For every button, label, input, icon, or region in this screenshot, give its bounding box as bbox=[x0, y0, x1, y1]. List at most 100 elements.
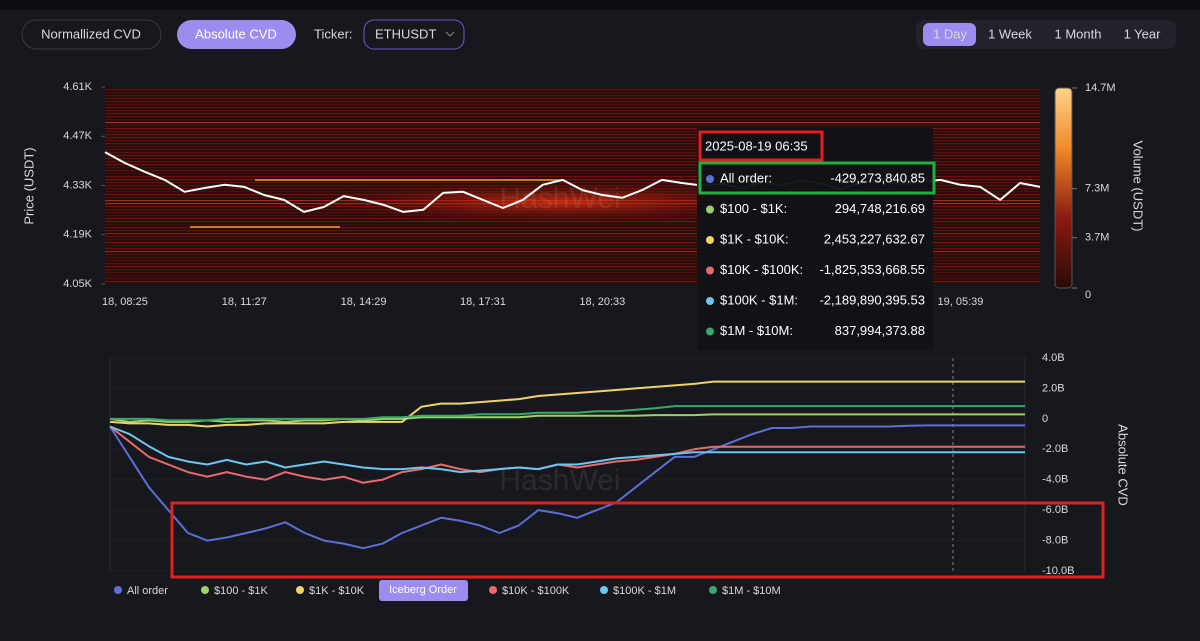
heatmap-streak bbox=[105, 281, 1040, 283]
range-active[interactable] bbox=[923, 23, 976, 46]
heatmap-streak bbox=[105, 236, 1040, 238]
heatmap-streak bbox=[105, 233, 1040, 235]
heatmap-streak bbox=[105, 161, 1040, 163]
legend-label[interactable]: $10K - $100K bbox=[502, 585, 570, 597]
heatmap-streak bbox=[105, 254, 1040, 256]
heatmap-streak bbox=[105, 272, 1040, 274]
absolute-button[interactable] bbox=[177, 20, 296, 49]
heatmap-streak bbox=[105, 104, 1040, 106]
colorbar-tick-label: 14.7M bbox=[1085, 82, 1116, 94]
tooltip-value: 294,748,216.69 bbox=[835, 201, 925, 216]
legend-label[interactable]: $1M - $10M bbox=[722, 585, 781, 597]
tooltip-value: 2,453,227,632.67 bbox=[824, 231, 925, 246]
legend-dot[interactable] bbox=[600, 586, 608, 594]
heatmap-streak bbox=[105, 266, 1040, 268]
legend-dot[interactable] bbox=[296, 586, 304, 594]
tooltip: 2025-08-19 06:35 All order: -429,273,840.… bbox=[697, 128, 936, 350]
heatmap-streak bbox=[105, 137, 1040, 139]
normalized-button[interactable] bbox=[21, 19, 162, 50]
series-line bbox=[109, 424, 1025, 550]
y-tick-label: 4.47K bbox=[63, 130, 92, 142]
heatmap-streak bbox=[105, 257, 1040, 259]
range-group bbox=[916, 20, 1176, 49]
heatmap-streak bbox=[105, 110, 1040, 112]
ticker-label: Ticker: bbox=[314, 26, 353, 41]
colorbar-tick-label: 7.3M bbox=[1085, 183, 1109, 195]
legend-label[interactable]: $100 - $1K bbox=[214, 585, 268, 597]
heatmap-streak bbox=[105, 95, 1040, 97]
heatmap-streak bbox=[105, 158, 1040, 160]
tooltip-dot bbox=[706, 205, 714, 214]
heatmap-streak bbox=[105, 269, 1040, 271]
heatmap-streak bbox=[105, 224, 1040, 226]
heatmap-streak bbox=[105, 113, 1040, 115]
heatmap-streak bbox=[105, 170, 1040, 172]
highlight-box bbox=[170, 501, 1105, 579]
series-line bbox=[109, 425, 1025, 484]
heatmap-streak bbox=[105, 98, 1040, 100]
y-tick-label: 4.33K bbox=[63, 179, 92, 191]
heatmap-streak bbox=[105, 155, 1040, 157]
heatmap-streak bbox=[105, 119, 1040, 121]
iceberg-button[interactable] bbox=[379, 580, 468, 601]
heatmap-streak bbox=[105, 179, 1040, 181]
heatmap-streak bbox=[105, 242, 1040, 244]
heatmap-streak bbox=[105, 125, 1040, 127]
normalized-label: Normallized CVD bbox=[41, 26, 141, 41]
heatmap-hotspot bbox=[300, 180, 820, 224]
legend-dot[interactable] bbox=[489, 586, 497, 594]
heatmap-streak bbox=[105, 278, 1040, 280]
heatmap-streak bbox=[105, 122, 1040, 124]
heatmap-streak bbox=[105, 167, 1040, 169]
heatmap-streak bbox=[105, 143, 1040, 145]
y-tick-label: 4.19K bbox=[63, 229, 92, 241]
heatmap-streak bbox=[105, 260, 1040, 262]
range-label[interactable]: 1 Day bbox=[933, 26, 967, 41]
tooltip-label: $100K - $1M: bbox=[720, 292, 798, 307]
tooltip-value: 837,994,373.88 bbox=[835, 323, 925, 338]
legend-dot[interactable] bbox=[114, 586, 122, 594]
ticker-value: ETHUSDT bbox=[375, 26, 436, 41]
heatmap-streak bbox=[105, 263, 1040, 265]
dropdown-arrow bbox=[445, 31, 455, 37]
legend-label[interactable]: $100K - $1M bbox=[613, 585, 676, 597]
range-label[interactable]: 1 Month bbox=[1055, 26, 1102, 41]
heatmap-streak bbox=[105, 173, 1040, 175]
ticker-select[interactable] bbox=[363, 19, 465, 50]
heatmap-streak bbox=[105, 227, 1040, 229]
tooltip-dot bbox=[706, 327, 714, 336]
heatmap-streak bbox=[105, 152, 1040, 154]
y-tick-label: -4.0B bbox=[1042, 474, 1068, 486]
tooltip-value: -2,189,890,395.53 bbox=[819, 292, 925, 307]
tooltip-time: 2025-08-19 06:35 bbox=[705, 138, 808, 153]
series-line bbox=[110, 405, 1025, 422]
y-tick-label: -8.0B bbox=[1042, 534, 1068, 546]
y-tick-label: 2.0B bbox=[1042, 382, 1065, 394]
heatmap-streak bbox=[105, 248, 1040, 250]
tooltip-value: -1,825,353,668.55 bbox=[819, 262, 925, 277]
tooltip-label: $1K - $10K: bbox=[720, 231, 789, 246]
legend-dot[interactable] bbox=[709, 586, 717, 594]
highlight-box bbox=[698, 130, 824, 162]
tooltip-label: All order: bbox=[720, 170, 772, 185]
y-tick-label: -10.0B bbox=[1042, 565, 1074, 577]
range-label[interactable]: 1 Year bbox=[1124, 26, 1162, 41]
legend-dot[interactable] bbox=[201, 586, 209, 594]
y-tick-label: 4.05K bbox=[63, 278, 92, 290]
legend-label[interactable]: All order bbox=[127, 585, 168, 597]
tooltip-dot bbox=[706, 297, 714, 305]
x-tick-label: 18, 17:31 bbox=[460, 296, 506, 308]
colorbar-tick-label: 3.7M bbox=[1085, 232, 1109, 244]
heatmap-streak bbox=[105, 134, 1040, 136]
legend-label[interactable]: $1K - $10K bbox=[309, 585, 365, 597]
y-tick-label: 4.61K bbox=[63, 81, 92, 93]
series-line bbox=[109, 413, 1025, 423]
range-label[interactable]: 1 Week bbox=[988, 26, 1032, 41]
x-tick-label: 18, 08:25 bbox=[102, 296, 148, 308]
iceberg-label[interactable]: Iceberg Order bbox=[389, 584, 457, 596]
heatmap-streak bbox=[105, 245, 1040, 247]
heatmap-streak bbox=[105, 128, 1040, 130]
plots: 4.61K 4.47K 4.33K 4.19K 4.05K 18, 08:25 18, 11… bbox=[63, 81, 1115, 597]
